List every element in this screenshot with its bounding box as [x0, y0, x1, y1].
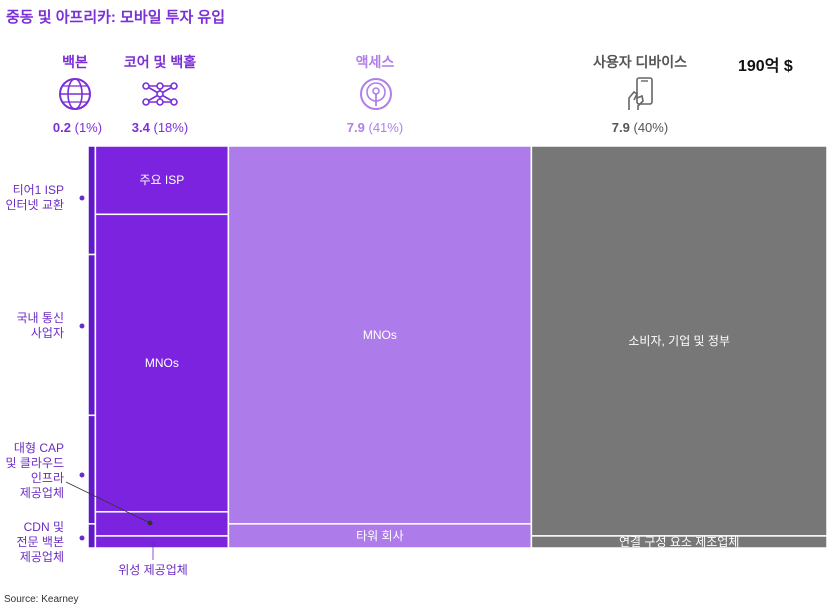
- side-label-cdn-provider: CDN 및 전문 백본 제공업체: [16, 520, 65, 564]
- chart-title: 중동 및 아프리카: 모바일 투자 유입: [6, 9, 226, 26]
- leader-dot-2: [79, 472, 85, 478]
- segment-label-backbone: 백본: [62, 54, 88, 70]
- mekko-block-label-2-1: 타워 회사: [356, 529, 404, 543]
- leader-dot-cloud: [147, 520, 153, 526]
- side-label-domestic-telco: 국내 통신 사업자: [16, 311, 65, 340]
- side-label-tier1-isp: 티어1 ISP 인터넷 교환: [5, 183, 64, 212]
- source-note: Source: Kearney: [4, 594, 79, 605]
- mekko-block-3-0: [530, 145, 827, 537]
- mekko-block-label-3-1: 연결 구성 요소 제조업체: [619, 535, 739, 549]
- antenna-icon: [360, 78, 392, 110]
- mekko-block-label-1-0: 주요 ISP: [140, 173, 185, 187]
- segment-value-core: 3.4 (18%): [131, 120, 189, 135]
- mekko-block-1-3: [94, 535, 230, 549]
- segment-value-backbone: 0.2 (1%): [52, 120, 103, 135]
- leader-dot-satellite: [150, 541, 156, 547]
- mekko-block-3-1: [530, 535, 827, 549]
- mekko-block-1-0: [94, 145, 230, 216]
- globe-icon: [59, 78, 91, 110]
- leader-dot-0: [79, 195, 85, 201]
- mekko-block-label-2-0: MNOs: [363, 328, 397, 342]
- mekko-block-0-0: [87, 145, 97, 256]
- mekko-block-1-2: [94, 511, 230, 537]
- mekko-block-label-3-0: 소비자, 기업 및 정부: [628, 334, 730, 348]
- leader-line-cloud: [65, 481, 151, 524]
- network-nodes-icon: [142, 82, 178, 106]
- mekko-block-2-1: [227, 523, 533, 549]
- mekko-block-1-1: [94, 213, 230, 513]
- segment-value-access: 7.9 (41%): [346, 120, 404, 135]
- total-investment: 190억 $: [738, 58, 793, 75]
- leader-dot-1: [79, 323, 85, 329]
- leader-dot-3: [79, 535, 85, 541]
- segment-label-devices: 사용자 디바이스: [592, 54, 688, 70]
- hand-phone-icon: [628, 77, 653, 110]
- mekko-block-0-2: [87, 414, 97, 525]
- segment-value-devices: 7.9 (40%): [611, 120, 669, 135]
- mekko-block-0-1: [87, 253, 97, 417]
- segment-label-access: 액세스: [355, 54, 395, 70]
- side-label-satellite-provider: 위성 제공업체: [118, 563, 188, 577]
- mekko-block-label-1-1: MNOs: [145, 356, 179, 370]
- mekko-block-2-0: [227, 145, 533, 525]
- segment-label-core: 코어 및 백홀: [123, 54, 197, 70]
- side-label-cloud-provider: 대형 CAP 및 클라우드 인프라 제공업체: [5, 441, 64, 500]
- mekko-block-0-3: [87, 523, 97, 549]
